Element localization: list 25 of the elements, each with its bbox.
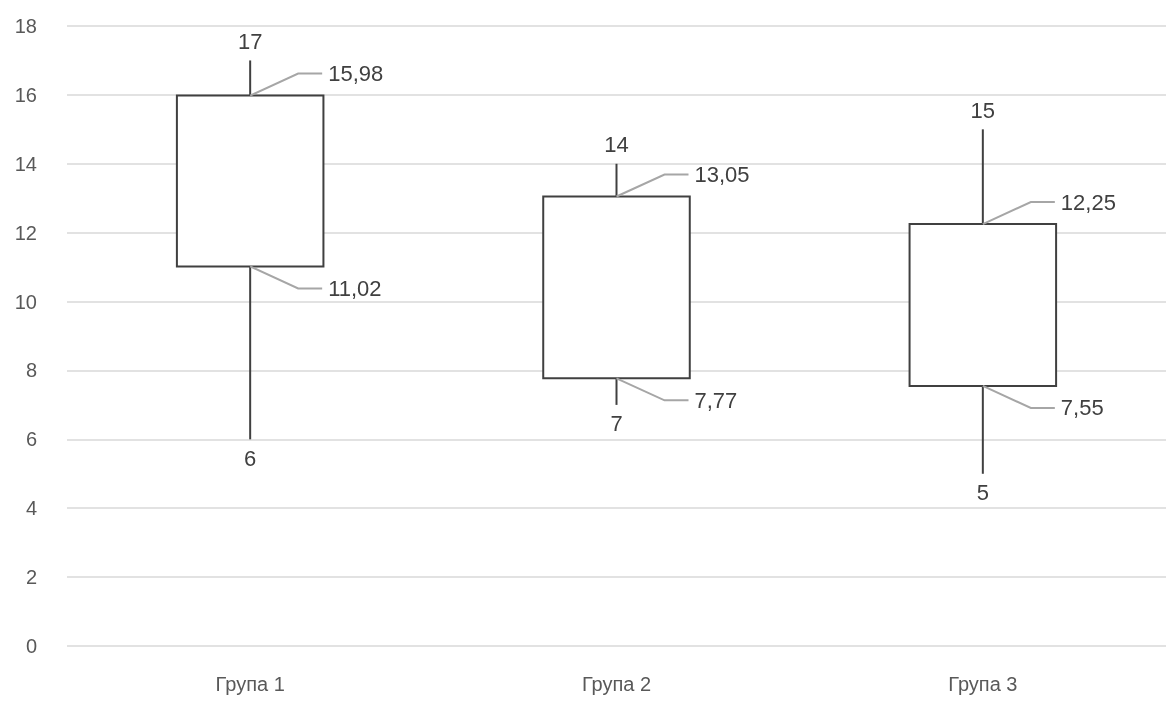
y-tick-label: 14	[14, 152, 37, 175]
annotation: 11,02	[328, 275, 382, 301]
annotation: 7,77	[694, 387, 738, 413]
y-tick-label: 12	[14, 221, 37, 244]
x-tick-label: Група 3	[948, 673, 1018, 695]
y-tick-label: 0	[25, 635, 37, 657]
y-tick-label: 6	[25, 428, 37, 451]
annotation: 7	[610, 411, 623, 437]
x-tick-label: Група 1	[215, 673, 285, 695]
y-tick-label: 10	[14, 290, 37, 313]
annotation: 13,05	[694, 162, 750, 187]
x-tick-label: Група 2	[581, 673, 652, 695]
annotation: 14	[604, 132, 629, 158]
annotation: 15,98	[328, 61, 384, 87]
annotation: 17	[237, 28, 263, 54]
y-tick-label: 2	[25, 566, 37, 589]
annotation: 5	[976, 480, 989, 506]
annotation: 15	[970, 97, 996, 123]
y-tick-label: 4	[25, 497, 37, 520]
y-tick-label: 16	[14, 83, 37, 106]
y-tick-label: 8	[25, 359, 37, 382]
annotation: 6	[244, 445, 257, 471]
annotation: 12,25	[1060, 189, 1116, 215]
y-tick-label: 18	[14, 15, 37, 37]
annotation: 7,55	[1060, 395, 1104, 421]
